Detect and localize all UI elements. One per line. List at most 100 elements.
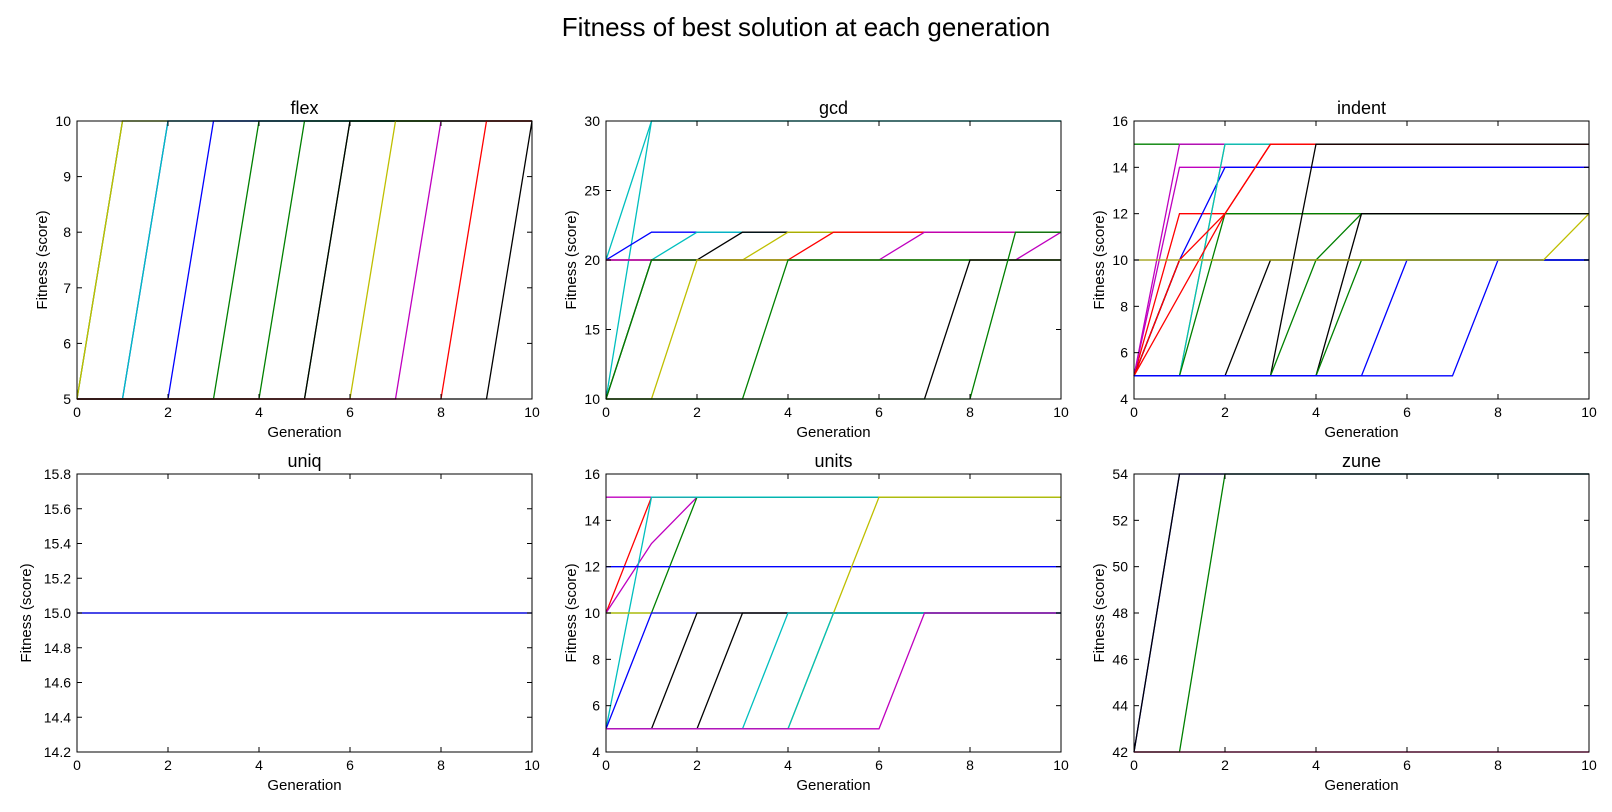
series-line-5 bbox=[1133, 166, 1589, 377]
x-tick-label: 2 bbox=[164, 757, 172, 773]
x-tick-label: 10 bbox=[1581, 404, 1597, 420]
y-tick-label: 4 bbox=[592, 744, 600, 760]
series-line-14 bbox=[606, 612, 1061, 730]
x-tick-label: 8 bbox=[1494, 404, 1502, 420]
y-tick-label: 20 bbox=[584, 252, 600, 268]
y-axis-label: Fitness (score) bbox=[563, 563, 580, 662]
series-line-20 bbox=[1134, 213, 1590, 261]
y-tick-label: 52 bbox=[1112, 512, 1128, 528]
y-tick-label: 14.8 bbox=[44, 640, 71, 656]
y-tick-label: 44 bbox=[1112, 698, 1128, 714]
x-axis-label: Generation bbox=[796, 777, 870, 794]
x-tick-label: 2 bbox=[1221, 404, 1229, 420]
y-tick-label: 15.0 bbox=[44, 605, 71, 621]
x-tick-label: 10 bbox=[1053, 404, 1069, 420]
y-tick-label: 50 bbox=[1112, 559, 1128, 575]
axes-frame bbox=[76, 120, 533, 400]
y-tick-label: 8 bbox=[1120, 298, 1128, 314]
y-tick-label: 12 bbox=[584, 559, 600, 575]
x-tick-label: 4 bbox=[255, 404, 263, 420]
x-tick-label: 2 bbox=[164, 404, 172, 420]
series-line-12 bbox=[606, 259, 1061, 400]
series-line-1 bbox=[605, 120, 1061, 261]
x-tick-label: 6 bbox=[1403, 404, 1411, 420]
y-tick-label: 15.4 bbox=[44, 536, 71, 552]
x-tick-label: 0 bbox=[1130, 404, 1138, 420]
x-axis-label: Generation bbox=[1324, 424, 1398, 441]
series-line-4 bbox=[606, 231, 1061, 261]
series-line-4 bbox=[606, 496, 1061, 614]
y-tick-label: 14.2 bbox=[44, 744, 71, 760]
y-tick-label: 15 bbox=[584, 322, 600, 338]
x-tick-label: 8 bbox=[437, 404, 445, 420]
y-tick-label: 10 bbox=[55, 113, 71, 129]
x-tick-label: 10 bbox=[1053, 757, 1069, 773]
x-tick-label: 4 bbox=[1312, 404, 1320, 420]
y-axis-label: Fitness (score) bbox=[1091, 563, 1108, 662]
y-tick-label: 42 bbox=[1112, 744, 1128, 760]
y-tick-label: 30 bbox=[584, 113, 600, 129]
y-tick-label: 8 bbox=[592, 651, 600, 667]
series-group bbox=[1133, 473, 1589, 753]
subplot-title: uniq bbox=[287, 451, 321, 471]
x-tick-label: 6 bbox=[875, 757, 883, 773]
x-tick-label: 0 bbox=[73, 404, 81, 420]
y-tick-label: 54 bbox=[1112, 466, 1128, 482]
y-tick-label: 10 bbox=[1112, 252, 1128, 268]
x-tick-label: 8 bbox=[966, 404, 974, 420]
x-tick-label: 8 bbox=[1494, 757, 1502, 773]
series-line-3 bbox=[1134, 473, 1589, 753]
x-tick-label: 6 bbox=[346, 757, 354, 773]
y-tick-label: 16 bbox=[584, 466, 600, 482]
y-tick-label: 8 bbox=[63, 224, 71, 240]
x-axis-label: Generation bbox=[267, 424, 341, 441]
y-tick-label: 25 bbox=[584, 183, 600, 199]
y-tick-label: 14 bbox=[1112, 159, 1128, 175]
subplot-units: 0 2 4 6 8 10 4 6 8 10 12 14 16 units Generation Fitness… bbox=[563, 451, 1069, 794]
x-tick-label: 2 bbox=[693, 757, 701, 773]
x-tick-label: 2 bbox=[693, 404, 701, 420]
y-tick-label: 46 bbox=[1112, 651, 1128, 667]
x-tick-label: 6 bbox=[1403, 757, 1411, 773]
series-line-15 bbox=[606, 231, 1061, 400]
subplot-title: indent bbox=[1337, 98, 1386, 118]
y-tick-label: 10 bbox=[584, 605, 600, 621]
y-tick-label: 14.4 bbox=[44, 709, 71, 725]
series-group bbox=[605, 496, 1061, 730]
subplot-indent: 0 2 4 6 8 10 4 6 8 10 12 14 16 indent Generation Fitnes… bbox=[1091, 98, 1597, 441]
x-axis-label: Generation bbox=[267, 777, 341, 794]
series-line-6 bbox=[1133, 259, 1589, 377]
series-line-17 bbox=[1134, 259, 1589, 377]
x-tick-label: 4 bbox=[784, 404, 792, 420]
x-tick-label: 10 bbox=[524, 757, 540, 773]
y-tick-label: 9 bbox=[63, 169, 71, 185]
x-tick-label: 6 bbox=[346, 404, 354, 420]
y-tick-label: 48 bbox=[1112, 605, 1128, 621]
y-tick-label: 15.2 bbox=[44, 570, 71, 586]
x-tick-label: 0 bbox=[602, 404, 610, 420]
x-tick-label: 10 bbox=[1581, 757, 1597, 773]
x-tick-label: 0 bbox=[73, 757, 81, 773]
y-tick-label: 14 bbox=[584, 512, 600, 528]
series-line-9 bbox=[606, 612, 1061, 730]
subplot-title: units bbox=[814, 451, 852, 471]
y-tick-label: 6 bbox=[1120, 345, 1128, 361]
y-tick-label: 14.6 bbox=[44, 675, 71, 691]
y-tick-label: 6 bbox=[63, 335, 71, 351]
y-tick-label: 6 bbox=[592, 698, 600, 714]
y-axis-label: Fitness (score) bbox=[563, 210, 580, 309]
x-tick-label: 6 bbox=[875, 404, 883, 420]
subplot-zune: 0 2 4 6 8 1042444648505254zuneGenerationFitne… bbox=[1091, 451, 1597, 794]
x-tick-label: 2 bbox=[1221, 757, 1229, 773]
subplot-title: zune bbox=[1342, 451, 1381, 471]
series-line-18 bbox=[1134, 259, 1589, 377]
figure-title: Fitness of best solution at each generat… bbox=[562, 12, 1051, 42]
x-tick-label: 8 bbox=[966, 757, 974, 773]
x-tick-label: 4 bbox=[784, 757, 792, 773]
series-line-10 bbox=[1134, 213, 1589, 377]
subplot-title: flex bbox=[290, 98, 318, 118]
x-tick-label: 8 bbox=[437, 757, 445, 773]
x-tick-label: 4 bbox=[255, 757, 263, 773]
